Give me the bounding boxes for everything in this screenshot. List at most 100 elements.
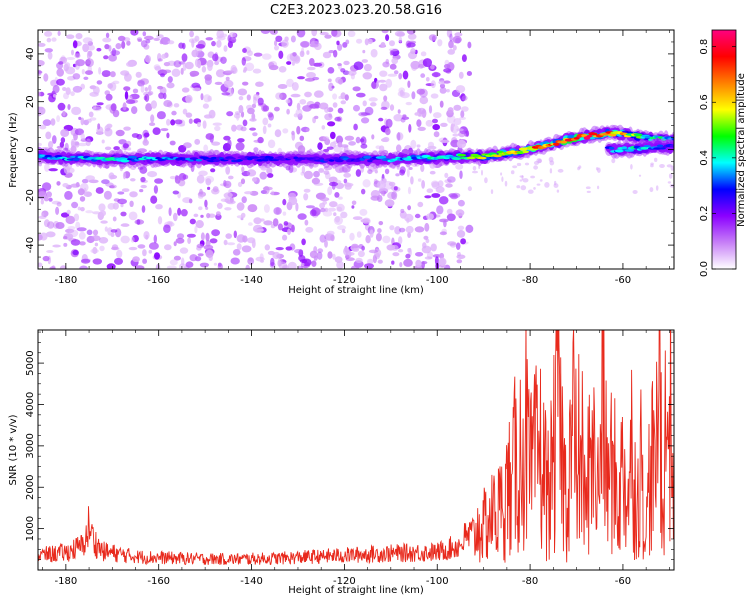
heatmap-noise-cell — [394, 30, 405, 37]
heatmap-noise-cell — [242, 235, 248, 243]
heatmap-noise-cell — [109, 174, 118, 180]
heatmap-x-axis-label: Height of straight line (km) — [288, 285, 424, 296]
heatmap-noise-cell — [452, 45, 457, 51]
heatmap-noise-cell — [191, 39, 195, 48]
heatmap-noise-cell — [299, 135, 305, 141]
heatmap-noise-cell — [120, 211, 127, 217]
heatmap-noise-cell — [72, 63, 77, 68]
heatmap-noise-cell — [50, 80, 58, 84]
heatmap-noise-cell — [107, 83, 113, 89]
heatmap-noise-cell — [269, 30, 278, 35]
colorbar-tick-label: 0.2 — [699, 205, 710, 221]
heatmap-noise-cell — [245, 264, 250, 269]
heatmap-noise-cell — [216, 202, 223, 209]
heatmap-noise-cell — [182, 108, 188, 115]
heatmap-ridge-cell — [573, 137, 580, 140]
heatmap-noise-cell — [519, 175, 524, 178]
heatmap-noise-cell — [166, 265, 177, 269]
heatmap-noise-cell — [104, 44, 110, 50]
heatmap-noise-cell — [145, 55, 151, 63]
heatmap-noise-cell — [458, 131, 466, 138]
heatmap-noise-cell — [345, 182, 350, 186]
heatmap-noise-cell — [247, 204, 258, 213]
heatmap-noise-cell — [130, 178, 136, 182]
heatmap-noise-cell — [214, 125, 221, 132]
heatmap-noise-cell — [140, 85, 145, 93]
heatmap-ridge-cell — [592, 132, 598, 136]
heatmap-noise-cell — [252, 177, 257, 182]
heatmap-noise-cell — [257, 97, 264, 106]
colorbar-gradient — [712, 30, 736, 269]
x-tick-label: -120 — [333, 275, 356, 286]
heatmap-noise-cell — [317, 251, 323, 260]
heatmap-noise-cell — [319, 234, 326, 243]
heatmap-noise-cell — [71, 49, 74, 56]
heatmap-noise-cell — [536, 158, 542, 164]
heatmap-noise-cell — [148, 249, 153, 254]
heatmap-noise-cell — [203, 144, 209, 153]
heatmap-noise-cell — [355, 136, 361, 144]
heatmap-noise-cell — [145, 103, 153, 112]
heatmap-noise-cell — [400, 92, 410, 99]
heatmap-noise-cell — [364, 263, 374, 269]
heatmap-noise-cell — [300, 262, 305, 267]
heatmap-ridge-cell — [127, 155, 138, 159]
heatmap-noise-cell — [166, 118, 171, 126]
heatmap-noise-cell — [380, 187, 385, 196]
heatmap-noise-cell — [143, 132, 150, 138]
heatmap-noise-cell — [214, 81, 223, 85]
heatmap-noise-cell — [212, 186, 219, 193]
heatmap-noise-cell — [424, 256, 433, 260]
heatmap-noise-cell — [333, 212, 337, 217]
heatmap-noise-cell — [343, 172, 352, 178]
heatmap-noise-cell — [72, 249, 79, 256]
heatmap-noise-cell — [347, 30, 356, 37]
heatmap-noise-cell — [56, 115, 60, 123]
heatmap-noise-cell — [377, 259, 383, 264]
heatmap-noise-cell — [331, 85, 335, 89]
heatmap-noise-cell — [126, 61, 135, 67]
heatmap-noise-cell — [353, 61, 364, 70]
heatmap-noise-cell — [124, 71, 129, 77]
heatmap-noise-cell — [285, 246, 293, 251]
heatmap-noise-cell — [104, 146, 112, 151]
heatmap-noise-cell — [267, 111, 274, 118]
heatmap-noise-cell — [282, 198, 287, 206]
x-tick-label: -120 — [333, 576, 356, 587]
heatmap-noise-cell — [287, 261, 297, 269]
heatmap-noise-cell — [282, 128, 289, 134]
heatmap-noise-cell — [320, 207, 326, 213]
heatmap-noise-cell — [424, 195, 432, 199]
heatmap-noise-cell — [455, 85, 466, 94]
heatmap-noise-cell — [51, 37, 57, 42]
heatmap-noise-cell — [337, 43, 343, 51]
heatmap-noise-cell — [370, 81, 379, 89]
heatmap-noise-cell — [578, 165, 582, 169]
heatmap-noise-cell — [142, 31, 147, 37]
heatmap-noise-cell — [291, 82, 299, 91]
heatmap-noise-cell — [74, 53, 81, 59]
heatmap-noise-cell — [65, 66, 76, 75]
heatmap-noise-cell — [501, 176, 504, 182]
heatmap-noise-cell — [391, 191, 398, 200]
heatmap-noise-cell — [195, 44, 205, 49]
heatmap-noise-cell — [389, 63, 397, 70]
heatmap-noise-cell — [407, 205, 411, 211]
heatmap-noise-cell — [241, 245, 252, 253]
heatmap-noise-cell — [296, 125, 301, 135]
heatmap-noise-cell — [455, 37, 461, 44]
heatmap-noise-cell — [105, 32, 110, 38]
heatmap-noise-cell — [56, 202, 62, 207]
heatmap-noise-cell — [278, 261, 288, 269]
heatmap-noise-cell — [408, 123, 412, 133]
heatmap-noise-cell — [430, 93, 439, 99]
heatmap-noise-cell — [85, 210, 94, 214]
x-tick-label: -100 — [426, 576, 449, 587]
heatmap-noise-cell — [137, 38, 142, 42]
heatmap-noise-cell — [200, 214, 204, 218]
heatmap-noise-cell — [382, 235, 391, 244]
heatmap-noise-cell — [556, 189, 560, 193]
heatmap-noise-cell — [166, 82, 175, 89]
heatmap-noise-cell — [557, 168, 564, 173]
